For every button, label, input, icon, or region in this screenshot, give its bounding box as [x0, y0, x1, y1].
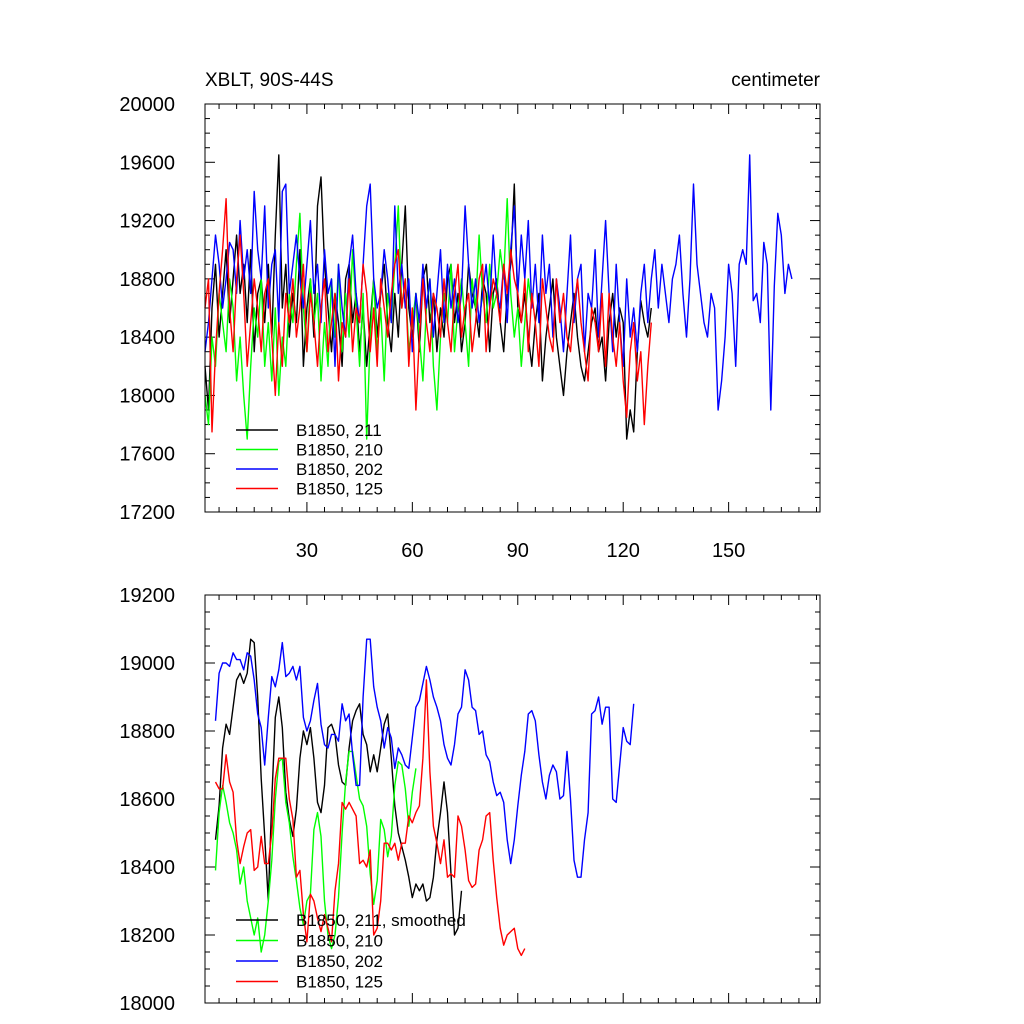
plot-frame-bottom [204, 594, 821, 1004]
x-tick-label: 90 [507, 540, 529, 562]
chart-title-right: centimeter [731, 70, 820, 91]
y-tick-label: 19200 [119, 585, 175, 607]
x-tick-label: 30 [296, 540, 318, 562]
legend-label: B1850, 211 [296, 421, 382, 440]
legend-label: B1850, 125 [296, 973, 383, 992]
y-tick-label: 18600 [119, 789, 175, 811]
series-line-4 [204, 197, 652, 433]
y-tick-label: 18000 [119, 993, 175, 1015]
y-tick-label: 18400 [119, 857, 175, 879]
bottom-chart-panel: 18000 18200 18400 18600 18800 19000 19200 B185… [119, 585, 821, 1015]
y-tick-label: 19600 [119, 152, 175, 174]
legend-label: B1850, 125 [296, 480, 383, 499]
legend-label: B1850, 202 [296, 952, 383, 971]
legend-label: B1850, 211, smoothed [296, 911, 466, 930]
y-tick-label: 18200 [119, 925, 175, 947]
legend-label: B1850, 210 [296, 932, 383, 951]
y-tick-label: 18800 [119, 721, 175, 743]
top-chart-panel: XBLT, 90S-44S centimeter 17200 17600 18000… [119, 70, 820, 562]
y-tick-label: 19000 [119, 653, 175, 675]
x-tick-label: 60 [401, 540, 423, 562]
series-line-3 [204, 154, 793, 411]
series-line-2 [214, 750, 417, 953]
y-tick-label: 18000 [119, 385, 175, 407]
series-line-1 [214, 638, 463, 936]
series-line-4 [214, 679, 526, 957]
y-tick-label: 19200 [119, 211, 175, 233]
y-tick-label: 17200 [119, 502, 175, 524]
series-line-2 [204, 197, 533, 440]
chart-title-left: XBLT, 90S-44S [205, 70, 334, 91]
y-tick-label: 18400 [119, 327, 175, 349]
legend-label: B1850, 210 [296, 441, 383, 460]
plot-frame-top [204, 103, 821, 513]
y-tick-label: 17600 [119, 444, 175, 466]
y-tick-label: 20000 [119, 94, 175, 116]
series-line-3 [214, 638, 635, 878]
y-tick-label: 18800 [119, 269, 175, 291]
legend-label: B1850, 202 [296, 460, 383, 479]
x-tick-label: 150 [712, 540, 745, 562]
x-tick-label: 120 [607, 540, 640, 562]
